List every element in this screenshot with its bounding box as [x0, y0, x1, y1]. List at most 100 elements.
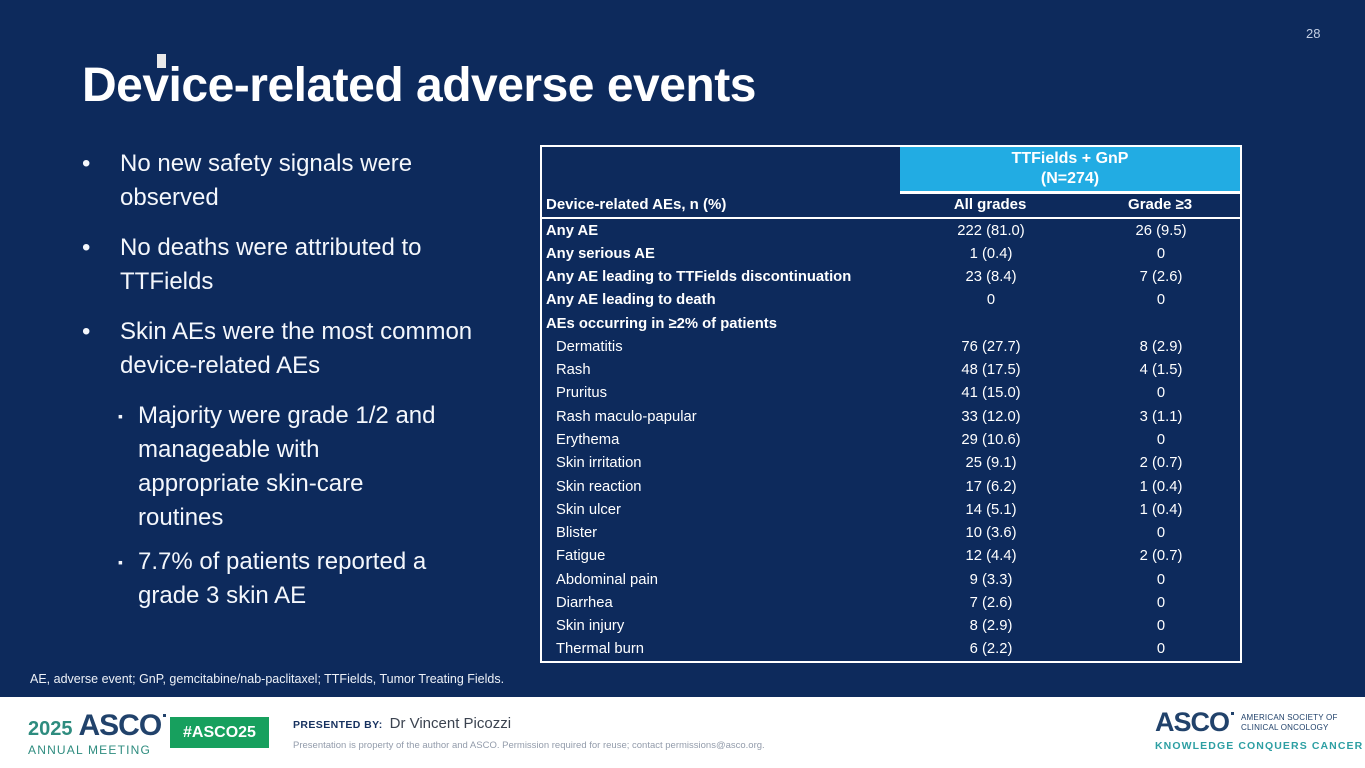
ae-label: Pruritus — [556, 385, 607, 402]
table-row: AEs occurring in ≥2% of patients — [542, 312, 1240, 335]
ae-label: Skin reaction — [556, 478, 642, 495]
grade3-value: 2 (0.7) — [1139, 548, 1183, 565]
ae-label: Any AE — [546, 222, 599, 239]
all-grades-value: 33 (12.0) — [961, 408, 1021, 425]
all-grades-value: 17 (6.2) — [965, 478, 1017, 495]
treatment-group-n: (N=274) — [1040, 170, 1100, 187]
table-row: Erythema 29 (10.6) 0 — [542, 428, 1240, 451]
ae-label: Thermal burn — [556, 641, 644, 658]
adverse-events-table: Device-related AEs, n (%) TTFields + GnP… — [540, 145, 1242, 663]
all-grades-value: 14 (5.1) — [965, 501, 1017, 518]
table-row: Thermal burn 6 (2.2) 0 — [542, 638, 1240, 661]
table-row: Rash 48 (17.5) 4 (1.5) — [542, 359, 1240, 382]
bullet-text: 7.7% of patients reported a grade 3 skin… — [138, 548, 427, 609]
asco-wordmark: ASCO — [1155, 709, 1235, 736]
all-grades-value: 48 (17.5) — [961, 362, 1021, 379]
bullet-dot-icon: • — [82, 234, 91, 261]
table-row: Skin irritation 25 (9.1) 2 (0.7) — [542, 452, 1240, 475]
meeting-year: 2025 — [28, 718, 73, 740]
grade3-value: 8 (2.9) — [1139, 338, 1183, 355]
col-header-grade3: Grade ≥3 — [1128, 196, 1193, 213]
footnote: AE, adverse event; GnP, gemcitabine/nab-… — [30, 672, 505, 686]
bullet-text: No deaths were attributed to TTFields — [120, 234, 422, 295]
table-row: Blister 10 (3.6) 0 — [542, 521, 1240, 544]
all-grades-value: 8 (2.9) — [969, 618, 1013, 635]
bullet-item: ▪ 7.7% of patients reported a grade 3 ski… — [118, 545, 542, 613]
grade3-value: 4 (1.5) — [1139, 362, 1183, 379]
table-row: Any AE leading to TTFields discontinuati… — [542, 266, 1240, 289]
grade3-value: 3 (1.1) — [1139, 408, 1183, 425]
table-body: Any AE 222 (81.0) 26 (9.5) Any serious AE 1 … — [542, 219, 1240, 661]
table-row: Diarrhea 7 (2.6) 0 — [542, 591, 1240, 614]
treatment-columns-header: TTFields + GnP (N=274) All grades Grade … — [900, 147, 1240, 217]
all-grades-value: 41 (15.0) — [961, 385, 1021, 402]
table-row: Any AE leading to death 0 0 — [542, 289, 1240, 312]
grade3-value: 0 — [1156, 618, 1166, 635]
society-name: AMERICAN SOCIETY OF CLINICAL ONCOLOGY — [1241, 713, 1338, 732]
all-grades-value: 1 (0.4) — [969, 245, 1013, 262]
bullet-item: ▪ Majority were grade 1/2 and manageable … — [118, 399, 542, 535]
bullet-item: • No new safety signals were observed — [82, 147, 542, 215]
treatment-group-banner: TTFields + GnP (N=274) — [900, 147, 1240, 194]
grade3-value: 0 — [1156, 571, 1166, 588]
bullet-text: Skin AEs were the most common device-rel… — [120, 318, 473, 379]
all-grades-value: 7 (2.6) — [969, 594, 1013, 611]
page-number: 28 — [1306, 26, 1321, 41]
all-grades-value: 0 — [986, 292, 996, 309]
table-row: Any AE 222 (81.0) 26 (9.5) — [542, 219, 1240, 242]
all-grades-value: 25 (9.1) — [965, 455, 1017, 472]
ae-label: Skin irritation — [556, 455, 642, 472]
ae-label: Rash maculo-papular — [556, 408, 697, 425]
asco-wordmark: ASCO — [79, 711, 167, 741]
bullet-text: Majority were grade 1/2 and manageable w… — [138, 402, 436, 531]
table-row: Any serious AE 1 (0.4) 0 — [542, 242, 1240, 265]
grade3-value: 0 — [1156, 385, 1166, 402]
bullet-square-icon: ▪ — [118, 554, 123, 570]
ae-label: AEs occurring in ≥2% of patients — [546, 315, 777, 332]
annual-meeting-label: ANNUAL MEETING — [28, 743, 152, 757]
presented-by-block: PRESENTED BY: Dr Vincent Picozzi Present… — [293, 715, 765, 751]
ae-label: Erythema — [556, 432, 620, 449]
table-row: Dermatitis 76 (27.7) 8 (2.9) — [542, 335, 1240, 358]
table-row: Skin reaction 17 (6.2) 1 (0.4) — [542, 475, 1240, 498]
grade3-value: 1 (0.4) — [1139, 501, 1183, 518]
grade3-value: 1 (0.4) — [1139, 478, 1183, 495]
grade3-value: 0 — [1156, 245, 1166, 262]
footer-bar: 2025 ASCO ANNUAL MEETING #ASCO25 PRESENT… — [0, 697, 1365, 768]
ae-label: Diarrhea — [556, 594, 613, 611]
grade3-value: 2 (0.7) — [1139, 455, 1183, 472]
column-headers: All grades Grade ≥3 — [900, 194, 1240, 217]
page-title: Device-related adverse events — [82, 59, 756, 112]
permission-disclaimer: Presentation is property of the author a… — [293, 740, 765, 751]
all-grades-value: 23 (8.4) — [965, 269, 1017, 286]
bullet-item: • No deaths were attributed to TTFields — [82, 231, 542, 299]
ae-label: Abdominal pain — [556, 571, 659, 588]
asco-society-logo: ASCO AMERICAN SOCIETY OF CLINICAL ONCOLO… — [1155, 709, 1362, 753]
grade3-value: 7 (2.6) — [1139, 269, 1183, 286]
col-header-all-grades: All grades — [953, 196, 1027, 213]
all-grades-value: 6 (2.2) — [969, 641, 1013, 658]
grade3-value: 26 (9.5) — [1135, 222, 1187, 239]
table-row: Abdominal pain 9 (3.3) 0 — [542, 568, 1240, 591]
grade3-value: 0 — [1156, 432, 1166, 449]
grade3-value: 0 — [1156, 641, 1166, 658]
asco-annual-meeting-logo: 2025 ASCO ANNUAL MEETING — [28, 711, 167, 757]
table-header: Device-related AEs, n (%) TTFields + GnP… — [542, 147, 1240, 219]
all-grades-value: 12 (4.4) — [965, 548, 1017, 565]
all-grades-value: 222 (81.0) — [957, 222, 1025, 239]
ae-label: Dermatitis — [556, 338, 623, 355]
hashtag-badge: #ASCO25 — [170, 717, 269, 748]
presenter-name: Dr Vincent Picozzi — [389, 715, 512, 732]
bullet-text: No new safety signals were observed — [120, 150, 413, 211]
grade3-value: 0 — [1156, 525, 1166, 542]
table-row: Rash maculo-papular 33 (12.0) 3 (1.1) — [542, 405, 1240, 428]
bullet-item: • Skin AEs were the most common device-re… — [82, 315, 542, 383]
stray-mark — [157, 54, 166, 68]
bullet-dot-icon: • — [82, 150, 91, 177]
all-grades-value: 9 (3.3) — [969, 571, 1013, 588]
table-row: Pruritus 41 (15.0) 0 — [542, 382, 1240, 405]
ae-label: Fatigue — [556, 548, 606, 565]
trademark-dot — [163, 714, 167, 717]
table-row: Skin injury 8 (2.9) 0 — [542, 615, 1240, 638]
